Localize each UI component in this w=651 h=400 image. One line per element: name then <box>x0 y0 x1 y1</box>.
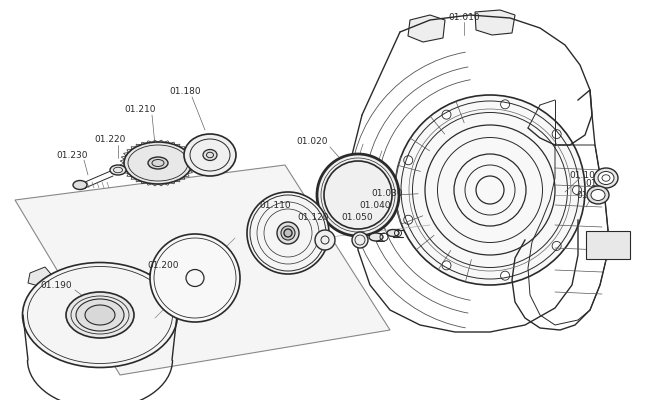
Circle shape <box>552 130 561 138</box>
Ellipse shape <box>598 172 614 184</box>
Ellipse shape <box>148 157 168 169</box>
Ellipse shape <box>395 95 585 285</box>
Text: 01.250: 01.250 <box>585 180 616 188</box>
Ellipse shape <box>150 234 240 322</box>
Text: 01.050: 01.050 <box>341 212 373 222</box>
Text: 01.240: 01.240 <box>576 192 607 200</box>
Text: 01.210: 01.210 <box>124 106 156 114</box>
Text: 01.620: 01.620 <box>591 236 623 244</box>
Text: 01.220: 01.220 <box>94 136 126 144</box>
Text: 01.020: 01.020 <box>296 138 327 146</box>
Ellipse shape <box>76 299 124 331</box>
Ellipse shape <box>315 230 335 250</box>
Ellipse shape <box>73 180 87 190</box>
Text: 01.200: 01.200 <box>147 262 179 270</box>
Circle shape <box>572 186 581 194</box>
Text: 01.100: 01.100 <box>569 172 601 180</box>
Text: 01.630: 01.630 <box>598 248 630 258</box>
Ellipse shape <box>387 230 399 236</box>
Text: 01.030: 01.030 <box>371 188 403 198</box>
Ellipse shape <box>85 305 115 325</box>
Circle shape <box>404 215 413 224</box>
Ellipse shape <box>587 186 609 204</box>
Circle shape <box>552 242 561 250</box>
Circle shape <box>501 100 510 109</box>
Ellipse shape <box>66 292 134 338</box>
Text: 01.010: 01.010 <box>448 14 480 22</box>
Polygon shape <box>28 267 56 287</box>
Ellipse shape <box>284 229 292 237</box>
FancyBboxPatch shape <box>586 231 630 259</box>
Polygon shape <box>144 267 172 287</box>
Ellipse shape <box>184 134 236 176</box>
Ellipse shape <box>124 142 192 184</box>
Ellipse shape <box>110 165 126 175</box>
Circle shape <box>501 271 510 280</box>
Text: 01.120: 01.120 <box>298 214 329 222</box>
Circle shape <box>442 110 451 119</box>
Text: 01.190: 01.190 <box>40 280 72 290</box>
Ellipse shape <box>277 222 299 244</box>
Ellipse shape <box>352 232 368 248</box>
Text: 01.040: 01.040 <box>359 200 391 210</box>
Ellipse shape <box>369 233 383 241</box>
Text: 01.230: 01.230 <box>56 150 88 160</box>
Ellipse shape <box>247 192 329 274</box>
Text: 01.110: 01.110 <box>259 200 291 210</box>
Ellipse shape <box>591 190 605 200</box>
Ellipse shape <box>23 262 178 368</box>
Circle shape <box>442 261 451 270</box>
Ellipse shape <box>281 226 295 240</box>
Ellipse shape <box>317 154 399 236</box>
Text: 01.180: 01.180 <box>169 88 201 96</box>
Ellipse shape <box>203 150 217 160</box>
Polygon shape <box>15 165 390 375</box>
Polygon shape <box>475 10 515 35</box>
Circle shape <box>404 156 413 165</box>
Polygon shape <box>408 15 445 42</box>
Ellipse shape <box>594 168 618 188</box>
